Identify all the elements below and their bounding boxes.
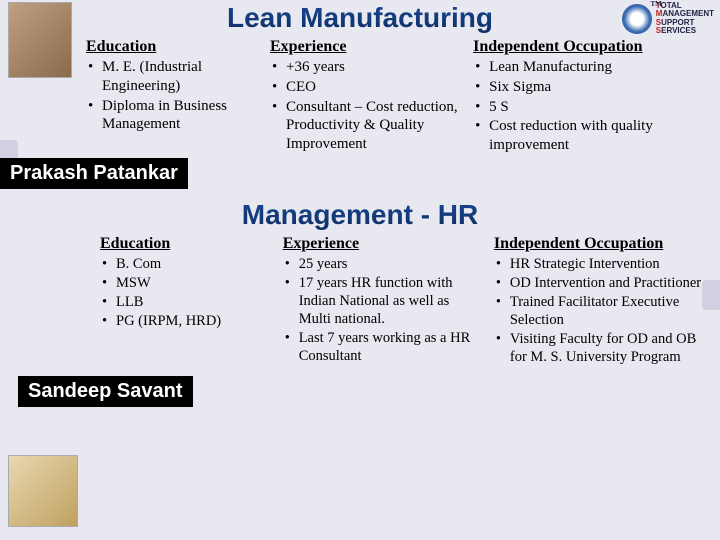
col-heading: Experience bbox=[270, 38, 461, 56]
col-heading: Independent Occupation bbox=[494, 235, 712, 253]
col-experience: Experience +36 years CEO Consultant – Co… bbox=[270, 38, 461, 156]
list-item: +36 years bbox=[270, 58, 461, 77]
list-item: M. E. (Industrial Engineering) bbox=[86, 58, 258, 96]
list-item: 25 years bbox=[283, 255, 482, 273]
section-title: Management - HR bbox=[0, 197, 720, 235]
education-list: M. E. (Industrial Engineering) Diploma i… bbox=[86, 58, 258, 134]
col-heading: Education bbox=[86, 38, 258, 56]
col-heading: Experience bbox=[283, 235, 482, 253]
col-heading: Independent Occupation bbox=[473, 38, 712, 56]
list-item: Lean Manufacturing bbox=[473, 58, 712, 77]
col-experience: Experience 25 years 17 years HR function… bbox=[283, 235, 482, 368]
list-item: Diploma in Business Management bbox=[86, 97, 258, 135]
profile-2: Management - HR Education B. Com MSW LLB… bbox=[0, 197, 720, 407]
list-item: Visiting Faculty for OD and OB for M. S.… bbox=[494, 330, 712, 366]
list-item: Last 7 years working as a HR Consultant bbox=[283, 329, 482, 365]
col-heading: Education bbox=[100, 235, 271, 253]
list-item: 17 years HR function with Indian Nationa… bbox=[283, 274, 482, 328]
col-occupation: Independent Occupation Lean Manufacturin… bbox=[473, 38, 712, 156]
col-education: Education B. Com MSW LLB PG (IRPM, HRD) bbox=[100, 235, 271, 368]
experience-list: +36 years CEO Consultant – Cost reductio… bbox=[270, 58, 461, 154]
profile-name: Prakash Patankar bbox=[0, 158, 188, 189]
list-item: PG (IRPM, HRD) bbox=[100, 312, 271, 330]
profile-1: Lean Manufacturing Education M. E. (Indu… bbox=[0, 0, 720, 189]
education-list: B. Com MSW LLB PG (IRPM, HRD) bbox=[100, 255, 271, 331]
list-item: Consultant – Cost reduction, Productivit… bbox=[270, 98, 461, 154]
profile-name: Sandeep Savant bbox=[18, 376, 193, 407]
section-title: Lean Manufacturing bbox=[0, 0, 720, 38]
profile-columns: Education M. E. (Industrial Engineering)… bbox=[0, 38, 720, 156]
profile-photo bbox=[8, 455, 78, 527]
experience-list: 25 years 17 years HR function with India… bbox=[283, 255, 482, 366]
list-item: Six Sigma bbox=[473, 78, 712, 97]
occupation-list: HR Strategic Intervention OD Interventio… bbox=[494, 255, 712, 367]
list-item: CEO bbox=[270, 78, 461, 97]
list-item: OD Intervention and Practitioner bbox=[494, 274, 712, 292]
occupation-list: Lean Manufacturing Six Sigma 5 S Cost re… bbox=[473, 58, 712, 155]
list-item: 5 S bbox=[473, 98, 712, 117]
list-item: B. Com bbox=[100, 255, 271, 273]
col-education: Education M. E. (Industrial Engineering)… bbox=[86, 38, 258, 156]
list-item: MSW bbox=[100, 274, 271, 292]
profile-photo bbox=[8, 2, 72, 78]
col-occupation: Independent Occupation HR Strategic Inte… bbox=[494, 235, 712, 368]
list-item: HR Strategic Intervention bbox=[494, 255, 712, 273]
profile-columns: Education B. Com MSW LLB PG (IRPM, HRD) … bbox=[0, 235, 720, 368]
list-item: Trained Facilitator Executive Selection bbox=[494, 293, 712, 329]
list-item: LLB bbox=[100, 293, 271, 311]
list-item: Cost reduction with quality improvement bbox=[473, 117, 712, 155]
